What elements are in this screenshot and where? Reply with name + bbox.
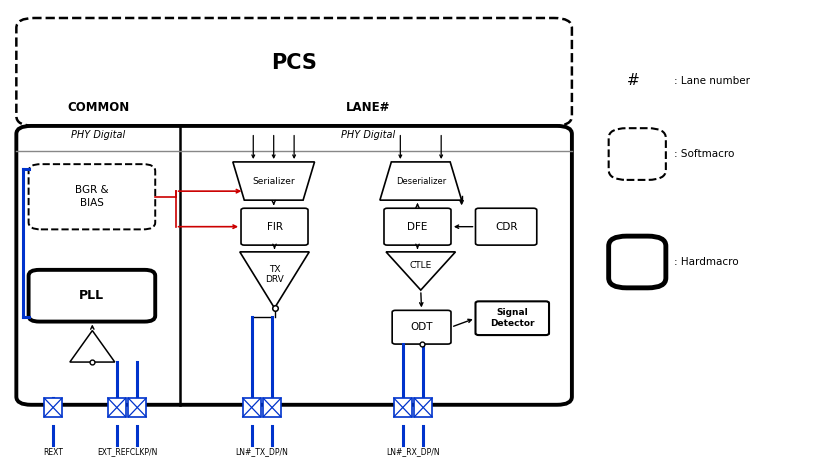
Text: COMMON: COMMON [67,101,129,114]
Text: : Softmacro: : Softmacro [674,149,734,159]
Text: LN#_RX_DP/N: LN#_RX_DP/N [386,447,440,457]
FancyBboxPatch shape [475,208,537,245]
Text: REXT: REXT [43,447,63,457]
Text: Deserializer: Deserializer [395,176,446,186]
Polygon shape [240,252,309,308]
Text: : Lane number: : Lane number [674,76,750,86]
FancyBboxPatch shape [475,301,549,335]
FancyBboxPatch shape [392,310,451,344]
Text: : Hardmacro: : Hardmacro [674,257,739,267]
Text: #: # [627,74,640,89]
Text: CTLE: CTLE [409,261,432,270]
Text: PCS: PCS [271,53,317,73]
Text: · · ·: · · · [265,121,283,131]
Bar [394,398,412,417]
Text: PHY Digital: PHY Digital [341,130,395,140]
Polygon shape [70,330,114,362]
Text: CDR: CDR [495,222,517,232]
Polygon shape [386,252,456,290]
Text: PLL: PLL [79,289,105,302]
Polygon shape [380,162,462,200]
Bar [263,398,281,417]
Text: Serializer: Serializer [252,176,295,186]
FancyBboxPatch shape [609,236,666,288]
Text: FIR: FIR [266,222,283,232]
Text: PHY Digital: PHY Digital [71,130,125,140]
Bar [108,398,126,417]
FancyBboxPatch shape [241,208,308,245]
Text: · · ·: · · · [412,121,430,131]
Text: DFE: DFE [408,222,427,232]
Text: ODT: ODT [410,322,433,332]
Bar [243,398,261,417]
FancyBboxPatch shape [384,208,451,245]
Text: BGR &
BIAS: BGR & BIAS [75,185,109,208]
Polygon shape [233,162,315,200]
Bar [128,398,146,417]
Text: TX
DRV: TX DRV [266,265,283,284]
Text: LN#_TX_DP/N: LN#_TX_DP/N [235,447,288,457]
FancyBboxPatch shape [16,126,572,405]
Bar [44,398,62,417]
Bar [414,398,432,417]
FancyBboxPatch shape [29,270,155,322]
Text: EXT_REFCLKP/N: EXT_REFCLKP/N [97,447,157,457]
Text: Signal
Detector: Signal Detector [490,308,534,328]
Text: LANE#: LANE# [346,101,390,114]
